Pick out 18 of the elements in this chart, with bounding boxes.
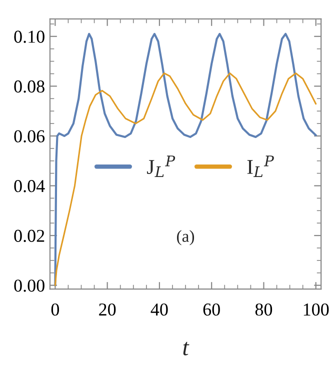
legend-label: J$_{L}$$^{P}$ — [147, 156, 176, 178]
line-series — [54, 72, 317, 286]
y-tick-label: 0.08 — [14, 80, 44, 93]
legend-label: I$_{L}$$^{P}$ — [247, 156, 274, 178]
x-tick-label: 40 — [150, 303, 168, 316]
y-tick-label: 0.02 — [14, 230, 44, 242]
x-tick-label: 20 — [99, 303, 116, 316]
x-tick-label: 0 — [51, 303, 60, 316]
y-tick-label: 0.10 — [14, 30, 44, 43]
y-tick-label: 0.04 — [14, 180, 45, 192]
annotation: (a) — [177, 230, 194, 246]
x-tick-label: 60 — [203, 303, 220, 316]
x-axis-title: t — [183, 342, 190, 356]
line-series — [54, 32, 317, 286]
x-tick-label: 100 — [304, 303, 329, 316]
y-tick-label: 0.06 — [14, 130, 45, 142]
y-tick-label: 0.00 — [14, 280, 44, 292]
x-tick-label: 80 — [255, 303, 272, 316]
